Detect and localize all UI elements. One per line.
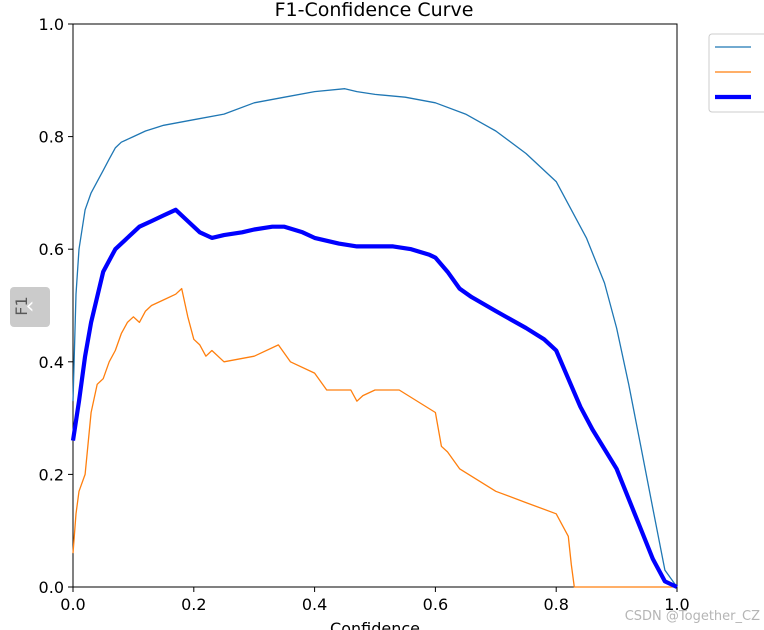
y-tick-label: 0.4 (39, 353, 64, 372)
y-tick-label: 0.8 (39, 128, 64, 147)
y-tick-label: 0.2 (39, 465, 64, 484)
y-tick-label: 0.6 (39, 240, 64, 259)
x-tick-label: 0.4 (302, 595, 327, 614)
x-tick-label: 0.0 (60, 595, 85, 614)
x-tick-label: 0.6 (423, 595, 448, 614)
x-tick-label: 0.8 (543, 595, 568, 614)
x-axis-ticks: 0.0 0.2 0.4 0.6 0.8 1.0 (60, 587, 690, 614)
series-line-3 (70, 207, 678, 589)
series-line-2 (72, 287, 677, 588)
chart-title: F1-Confidence Curve (275, 0, 474, 21)
legend (708, 33, 764, 113)
x-axis-label: Confidence (330, 619, 420, 630)
y-tick-label: 1.0 (39, 15, 64, 34)
x-tick-label: 0.2 (181, 595, 206, 614)
y-tick-label: 0.0 (39, 578, 64, 597)
watermark: CSDN @Together_CZ (624, 609, 760, 624)
plot-area (72, 23, 678, 588)
series-line-1 (72, 88, 678, 588)
series-layer (70, 88, 678, 589)
collapse-panel-button[interactable]: ‹ (10, 287, 50, 327)
x-tick-label: 1.0 (664, 595, 689, 614)
y-axis-ticks: 0.0 0.2 0.4 0.6 0.8 1.0 (39, 15, 73, 597)
legend-frame (708, 33, 764, 113)
